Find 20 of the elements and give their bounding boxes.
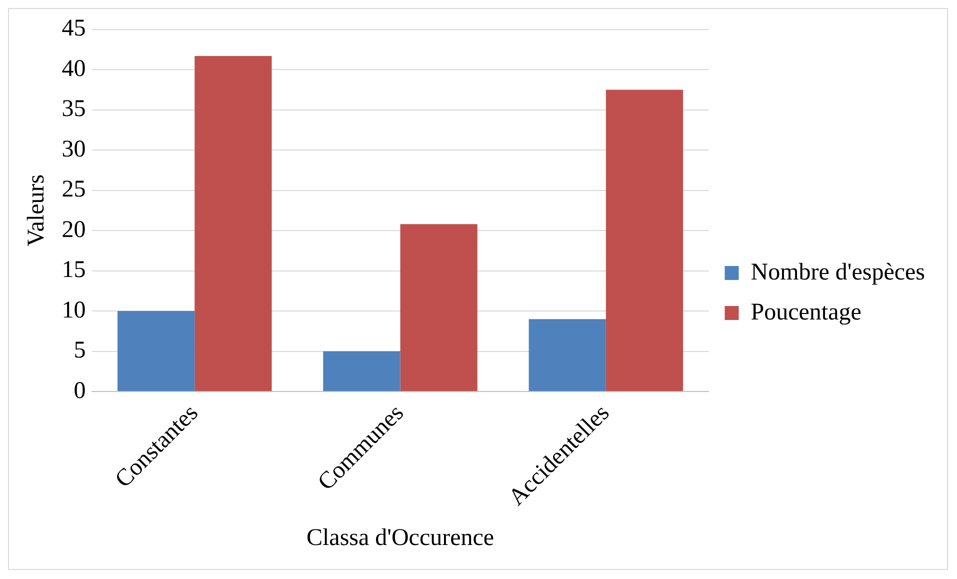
- legend-label: Poucentage: [750, 299, 862, 326]
- y-axis-title: Valeurs: [24, 174, 50, 246]
- bar: [528, 319, 606, 391]
- bar: [323, 351, 400, 391]
- y-tick-label: 35: [62, 96, 86, 122]
- y-tick-label: 45: [62, 16, 86, 42]
- y-tick-label: 40: [62, 56, 86, 82]
- bar: [118, 311, 195, 391]
- bar: [400, 224, 478, 391]
- x-axis-title: Classa d'Occurence: [306, 524, 494, 551]
- y-tick-label: 5: [74, 338, 86, 364]
- y-tick-label: 30: [62, 136, 86, 162]
- y-tick-label: 0: [74, 378, 86, 404]
- y-tick-label: 25: [62, 176, 86, 203]
- bar: [606, 90, 684, 391]
- y-tick-label: 10: [62, 297, 86, 324]
- y-tick-label: 15: [62, 257, 86, 284]
- y-tick-label: 20: [62, 216, 86, 243]
- legend-label: Nombre d'espèces: [750, 259, 926, 286]
- bar: [194, 56, 272, 391]
